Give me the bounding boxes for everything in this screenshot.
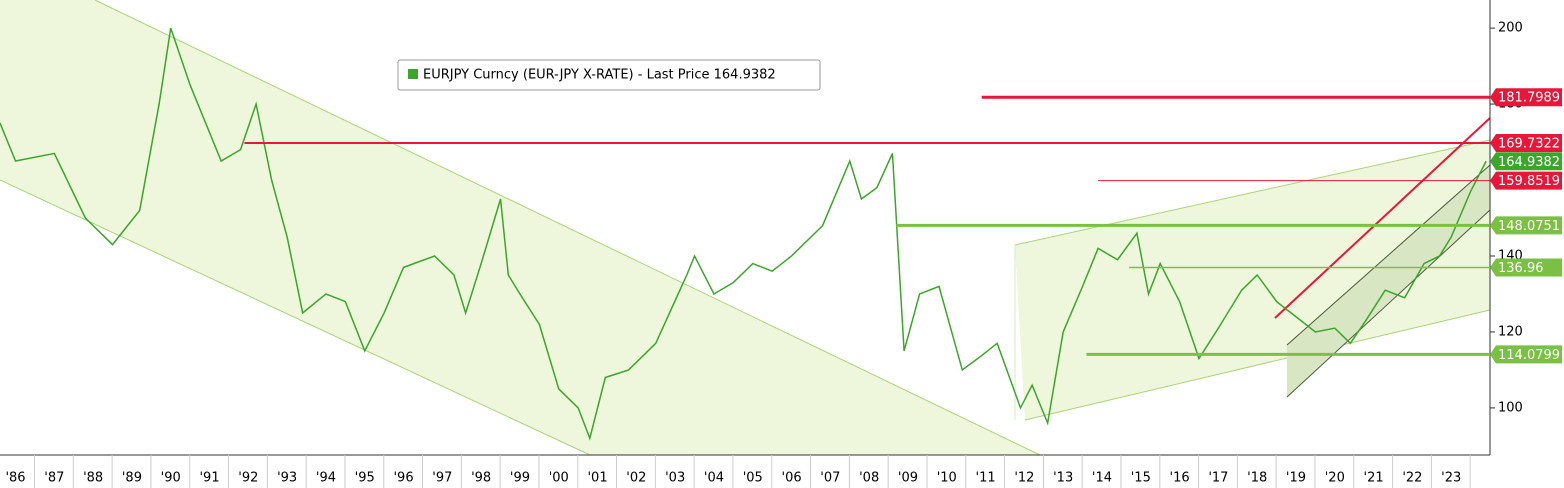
x-tick-label: '20 bbox=[1325, 471, 1345, 486]
x-tick-label: '02 bbox=[626, 471, 646, 486]
legend: EURJPY Curncy (EUR-JPY X-RATE) - Last Pr… bbox=[397, 59, 821, 91]
x-tick-label: '00 bbox=[549, 471, 569, 486]
x-tick-label: '89 bbox=[122, 471, 142, 486]
x-tick-label: '15 bbox=[1131, 471, 1151, 486]
channel bbox=[1287, 165, 1490, 397]
x-tick-label: '11 bbox=[976, 471, 996, 486]
x-tick-label: '10 bbox=[937, 471, 957, 486]
price-tag-label: 159.8519 bbox=[1498, 174, 1560, 189]
price-tag-label: 148.0751 bbox=[1498, 219, 1560, 234]
x-tick-label: '86 bbox=[5, 471, 25, 486]
x-tick-label: '96 bbox=[393, 471, 413, 486]
x-tick-label: '94 bbox=[316, 471, 336, 486]
plot bbox=[0, 27, 1487, 441]
channel-line bbox=[94, 0, 1041, 456]
price-tag bbox=[1490, 345, 1562, 364]
x-tick-label: '16 bbox=[1170, 471, 1190, 486]
y-tick-label: 100 bbox=[1498, 400, 1523, 415]
price-tag bbox=[1490, 88, 1562, 107]
legend-label: EURJPY Curncy (EUR-JPY X-RATE) - Last Pr… bbox=[423, 68, 776, 83]
x-tick-label: '23 bbox=[1441, 471, 1461, 486]
legend-swatch bbox=[408, 69, 418, 79]
x-tick-label: '99 bbox=[510, 471, 530, 486]
x-tick-label: '88 bbox=[83, 471, 103, 486]
legend-box bbox=[397, 59, 821, 91]
channel-line bbox=[1024, 309, 1491, 421]
price-tag-label: 136.96 bbox=[1498, 261, 1544, 276]
price-line bbox=[0, 27, 1487, 441]
x-tick-label: '19 bbox=[1286, 471, 1306, 486]
x-tick-label: '22 bbox=[1402, 471, 1422, 486]
price-tag-label: 181.7989 bbox=[1498, 91, 1560, 106]
x-tick-label: '12 bbox=[1014, 471, 1034, 486]
x-tick-label: '03 bbox=[665, 471, 685, 486]
trend-line bbox=[1274, 117, 1491, 319]
x-tick-label: '91 bbox=[199, 471, 219, 486]
x-tick-label: '04 bbox=[704, 471, 724, 486]
price-tag bbox=[1490, 134, 1562, 153]
price-tag-label: 114.0799 bbox=[1498, 348, 1560, 363]
x-tick-label: '17 bbox=[1208, 471, 1228, 486]
price-tag-label: 169.7322 bbox=[1498, 137, 1560, 152]
x-tick-label: '21 bbox=[1364, 471, 1384, 486]
price-tag-label: 164.9382 bbox=[1498, 155, 1560, 170]
x-tick-label: '06 bbox=[782, 471, 802, 486]
channel-line bbox=[0, 179, 591, 456]
channel bbox=[0, 0, 1040, 455]
y-tick-label: 200 bbox=[1498, 21, 1523, 36]
x-tick-label: '08 bbox=[859, 471, 879, 486]
x-tick-label: '97 bbox=[432, 471, 452, 486]
x-tick-label: '87 bbox=[44, 471, 64, 486]
x-tick-label: '98 bbox=[471, 471, 491, 486]
x-tick-label: '95 bbox=[355, 471, 375, 486]
channel-line bbox=[1286, 209, 1491, 398]
x-tick-label: '13 bbox=[1053, 471, 1073, 486]
price-tag bbox=[1490, 258, 1562, 277]
x-tick-label: '09 bbox=[898, 471, 918, 486]
x-tick-label: '07 bbox=[820, 471, 840, 486]
x-tick-label: '01 bbox=[587, 471, 607, 486]
channel-line bbox=[1286, 164, 1491, 346]
x-tick-label: '05 bbox=[743, 471, 763, 486]
channel-line bbox=[1014, 139, 1491, 246]
x-tick-label: '90 bbox=[161, 471, 181, 486]
price-tag bbox=[1490, 171, 1562, 190]
y-tick-label: 120 bbox=[1498, 324, 1523, 339]
x-tick-label: '92 bbox=[238, 471, 258, 486]
x-tick-label: '18 bbox=[1247, 471, 1267, 486]
price-tag bbox=[1490, 216, 1562, 235]
price-tag bbox=[1490, 152, 1562, 171]
x-tick-label: '93 bbox=[277, 471, 297, 486]
x-tick-label: '14 bbox=[1092, 471, 1112, 486]
